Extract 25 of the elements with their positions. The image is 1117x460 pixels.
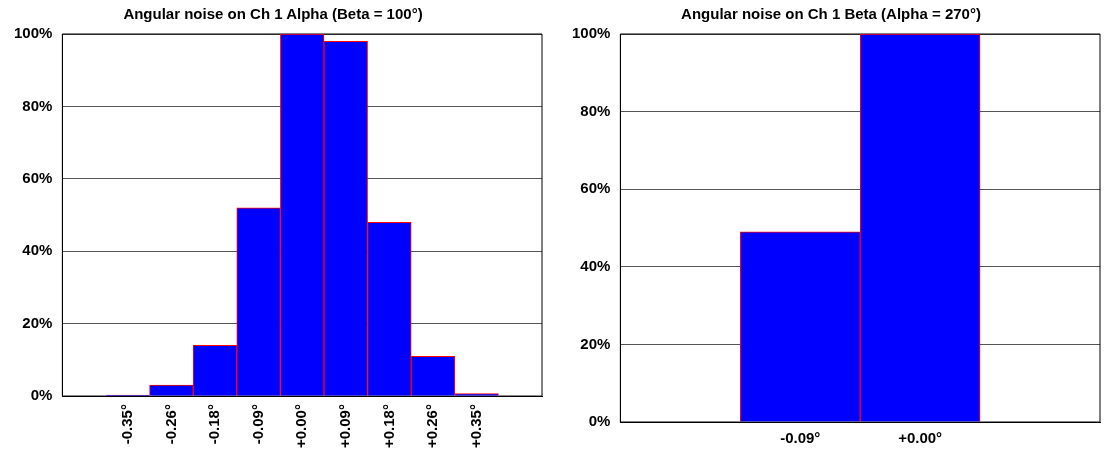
x-tick-label: +0.09° <box>335 404 353 448</box>
x-tick-label: -0.09° <box>248 404 266 445</box>
y-tick-label: 20% <box>22 313 53 331</box>
x-tick-label: +0.35° <box>466 404 484 448</box>
y-tick-label: 100% <box>571 24 611 42</box>
x-tick-label: -0.35° <box>117 404 135 445</box>
y-tick-label: 40% <box>22 241 53 259</box>
x-tick-label: -0.18° <box>205 404 223 445</box>
y-tick-label: 100% <box>13 24 53 42</box>
y-tick-label: 60% <box>580 179 611 197</box>
x-tick-label: -0.26° <box>161 404 179 445</box>
y-tick-label: 80% <box>580 101 611 119</box>
x-tick-label: +0.00° <box>898 429 943 447</box>
chart-title: Angular noise on Ch 1 Alpha (Beta = 100°) <box>123 5 423 23</box>
y-tick-label: 40% <box>580 256 611 274</box>
y-tick-label: 80% <box>22 96 53 114</box>
y-tick-label: 0% <box>30 386 53 404</box>
x-tick-label: +0.26° <box>423 404 441 448</box>
x-tick-label: +0.00° <box>292 404 310 448</box>
chart-title: Angular noise on Ch 1 Beta (Alpha = 270°) <box>681 5 981 23</box>
y-tick-label: 60% <box>22 168 53 186</box>
x-tick-label: +0.18° <box>379 404 397 448</box>
x-tick-label: -0.09° <box>780 429 821 447</box>
y-tick-label: 0% <box>588 412 611 430</box>
y-tick-label: 20% <box>580 334 611 352</box>
